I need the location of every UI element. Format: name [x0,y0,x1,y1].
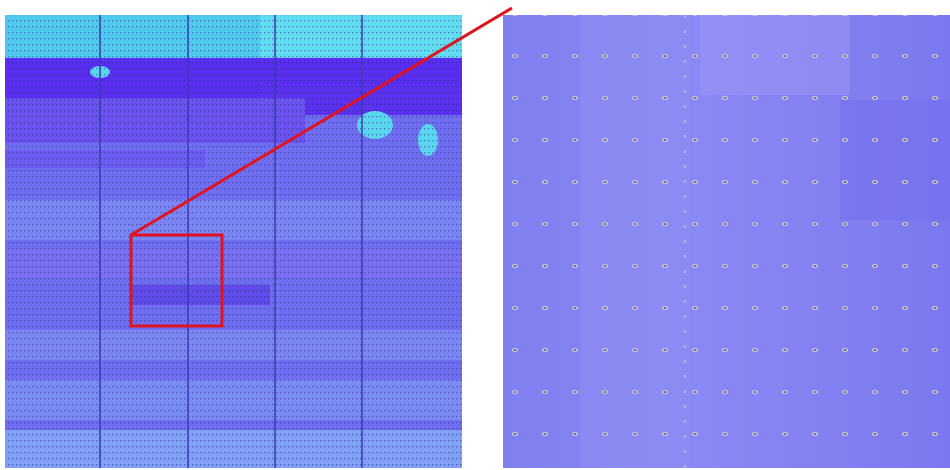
plants [503,15,950,468]
row-lines [99,15,363,468]
overview-panel [5,15,462,468]
texture [5,15,462,468]
zoom-connector [130,6,513,237]
zoom-panel [503,15,950,468]
zoom-box [129,233,224,328]
